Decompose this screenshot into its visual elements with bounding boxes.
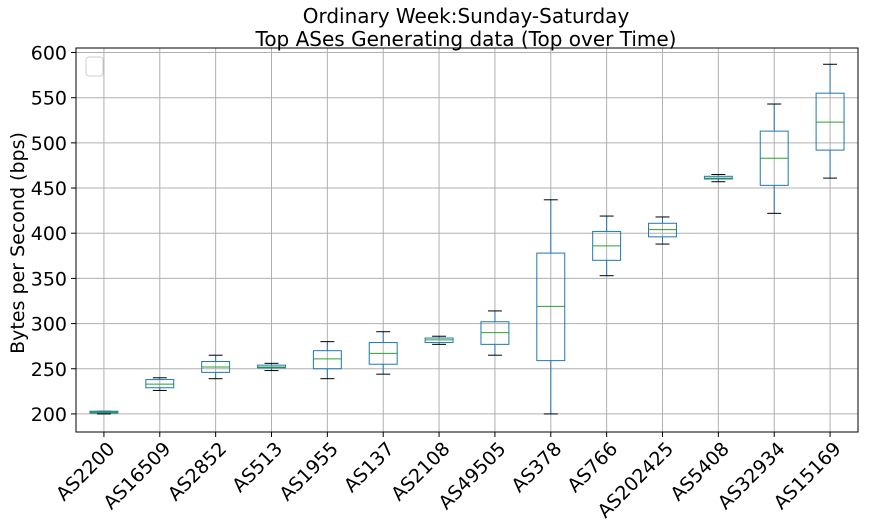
x-axis-ticks: AS2200AS16509AS2852AS513AS1955AS137AS210… — [52, 432, 846, 523]
x-tick-label: AS2852 — [164, 438, 231, 505]
y-tick-label: 350 — [31, 268, 67, 290]
box-as2852 — [201, 354, 231, 380]
x-tick-label: AS378 — [507, 438, 566, 497]
box-as32934 — [759, 103, 789, 214]
box-iqr — [312, 350, 342, 370]
x-tick-label: AS1955 — [275, 438, 342, 505]
grid-lines — [76, 48, 858, 432]
box-as5408 — [703, 173, 733, 183]
box-as137 — [368, 331, 398, 375]
box-as513 — [257, 362, 286, 372]
box-as202425 — [648, 216, 677, 245]
legend-box — [85, 56, 104, 77]
boxes-group — [89, 63, 845, 415]
chart-title: Ordinary Week:Sunday-Saturday — [303, 4, 630, 28]
chart-subtitle: Top ASes Generating data (Top over Time) — [255, 27, 677, 51]
box-as49505 — [480, 310, 510, 356]
box-as766 — [592, 215, 622, 277]
y-tick-label: 450 — [31, 178, 67, 200]
box-as2200 — [89, 410, 119, 415]
y-tick-label: 600 — [31, 43, 67, 65]
box-as16509 — [145, 377, 175, 391]
box-as2108 — [424, 335, 454, 345]
y-tick-label: 400 — [31, 223, 67, 245]
y-tick-label: 550 — [31, 88, 67, 110]
plot-area-frame — [75, 47, 859, 433]
y-tick-label: 300 — [31, 314, 67, 336]
box-as15169 — [815, 63, 845, 179]
y-tick-label: 200 — [31, 404, 67, 426]
y-tick-label: 500 — [31, 133, 67, 155]
y-axis-ticks: 200 250 300 350 400 450 500 550 600 — [31, 43, 76, 426]
box-as1955 — [312, 341, 342, 380]
y-tick-label: 250 — [31, 359, 67, 381]
box-as378 — [536, 199, 566, 415]
y-axis-label: Bytes per Second (bps) — [7, 132, 29, 354]
